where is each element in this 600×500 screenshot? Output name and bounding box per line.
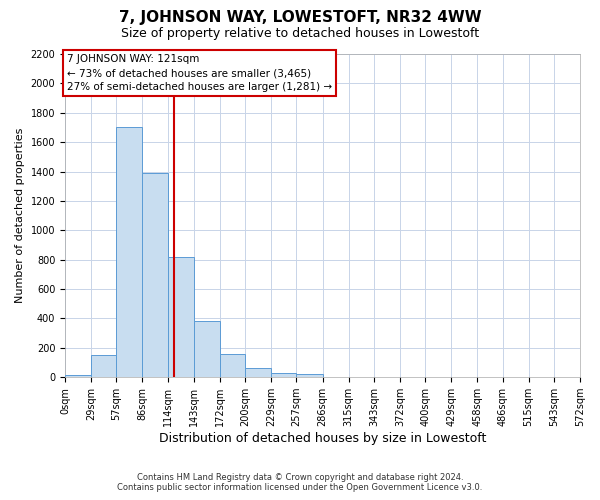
Bar (245, 368, 271, 377)
Bar (296, 374, 323, 377)
Bar (116, 128, 142, 377)
X-axis label: Distribution of detached houses by size in Lowestoft: Distribution of detached houses by size … (159, 432, 486, 445)
Bar (271, 373, 296, 377)
Bar (142, 173, 167, 377)
Bar (167, 256, 194, 377)
Bar (194, 322, 220, 377)
Text: 7 JOHNSON WAY: 121sqm
← 73% of detached houses are smaller (3,465)
27% of semi-d: 7 JOHNSON WAY: 121sqm ← 73% of detached … (67, 54, 332, 92)
Bar (220, 354, 245, 377)
Text: Contains HM Land Registry data © Crown copyright and database right 2024.
Contai: Contains HM Land Registry data © Crown c… (118, 473, 482, 492)
Bar (65, 375, 91, 377)
Text: 7, JOHNSON WAY, LOWESTOFT, NR32 4WW: 7, JOHNSON WAY, LOWESTOFT, NR32 4WW (119, 10, 481, 25)
Bar (91, 355, 116, 377)
Text: Size of property relative to detached houses in Lowestoft: Size of property relative to detached ho… (121, 28, 479, 40)
Y-axis label: Number of detached properties: Number of detached properties (15, 128, 25, 304)
